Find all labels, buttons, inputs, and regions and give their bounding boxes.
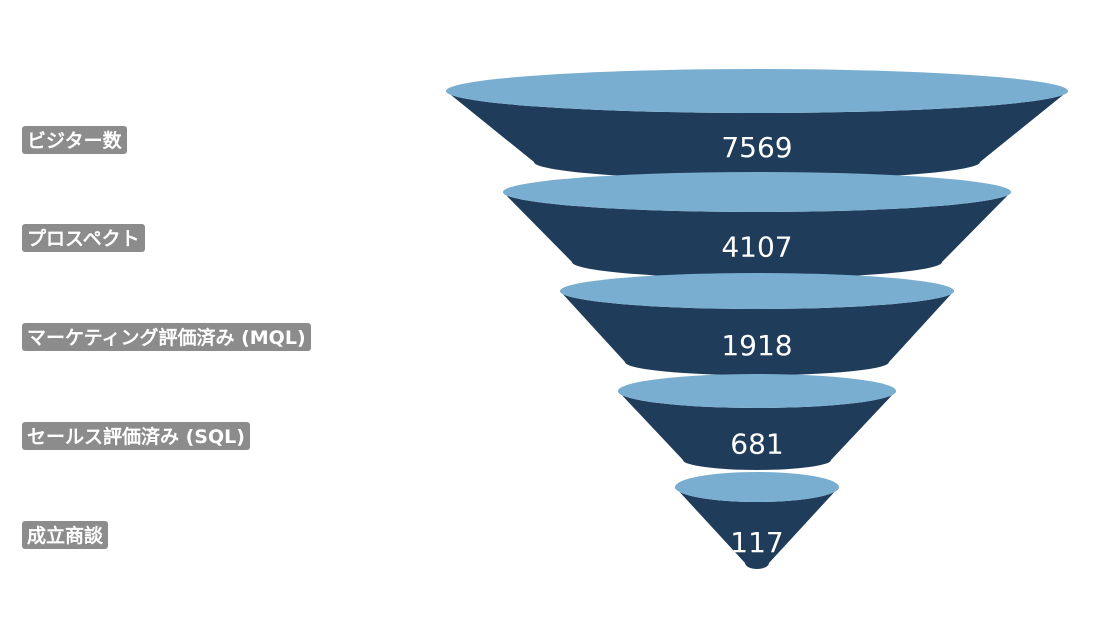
funnel-category-tag: プロスペクト xyxy=(22,224,145,252)
funnel-category-tag-bg xyxy=(22,323,311,351)
funnel-category-label: プロスペクト xyxy=(27,227,140,250)
funnel-segment-top xyxy=(675,472,839,502)
funnel-category-tag: 成立商談 xyxy=(22,521,108,549)
funnel-value-label: 7569 xyxy=(721,131,792,164)
funnel-segment: 7569 xyxy=(446,69,1068,180)
funnel-value-label: 4107 xyxy=(721,231,792,264)
funnel-category-tag-bg xyxy=(22,422,250,450)
funnel-segment: 1918 xyxy=(560,273,954,376)
funnel-category-tag: ビジター数 xyxy=(22,126,127,154)
funnel-category-label: ビジター数 xyxy=(27,129,123,152)
funnel-segment-top xyxy=(446,69,1068,113)
funnel-category-tag-bg xyxy=(22,224,145,252)
funnel-category-tag: セールス評価済み (SQL) xyxy=(22,422,250,450)
funnel-segment-body xyxy=(503,192,1011,279)
funnel-segment: 4107 xyxy=(503,172,1011,279)
funnel-segment-body xyxy=(560,291,954,376)
funnel-segment-top xyxy=(503,172,1011,212)
funnel-segment: 681 xyxy=(618,374,896,470)
funnel-value-label: 1918 xyxy=(721,329,792,362)
funnel-category-tag: マーケティング評価済み (MQL) xyxy=(22,323,311,351)
funnel-segment-body xyxy=(675,487,839,569)
funnel-segment-top xyxy=(618,374,896,408)
funnel-value-label: 681 xyxy=(730,428,783,461)
funnel-category-label: マーケティング評価済み (MQL) xyxy=(27,326,306,349)
funnel-category-label: セールス評価済み (SQL) xyxy=(27,425,245,448)
funnel-segment-body xyxy=(446,91,1068,180)
funnel-segment-top xyxy=(560,273,954,309)
funnel-category-tag-bg xyxy=(22,521,108,549)
funnel-segment: 117 xyxy=(675,472,839,569)
funnel-value-label: 117 xyxy=(730,526,783,559)
funnel-category-tag-bg xyxy=(22,126,127,154)
funnel-category-label: 成立商談 xyxy=(27,524,104,547)
funnel-segment-body xyxy=(618,391,896,470)
